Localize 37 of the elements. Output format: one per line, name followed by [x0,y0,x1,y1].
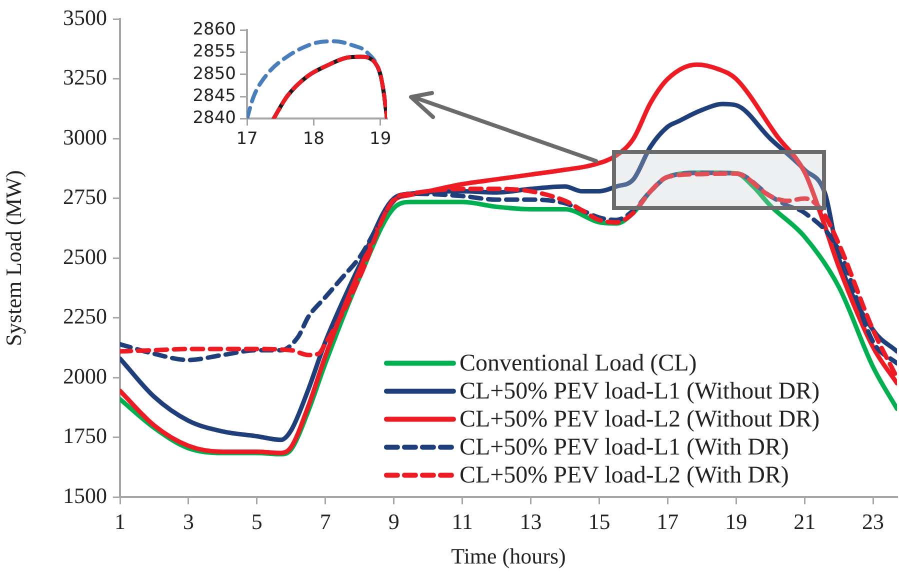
y-tick-label: 2500 [63,244,107,269]
line-series [272,54,387,119]
y-tick-label: 1500 [63,482,107,508]
legend-label: Conventional Load (CL) [459,350,697,376]
x-tick-label: 9 [388,509,400,534]
x-tick-label: 3 [182,509,194,534]
y-tick-label: 2860 [192,20,236,40]
x-tick-label: 18 [302,129,324,150]
y-axis-title: System Load (MW) [0,170,26,346]
legend-label: CL+50% PEV load-L2 (Without DR) [459,406,820,432]
x-tick-label: 11 [452,509,473,534]
x-tick-label: 7 [320,509,331,534]
y-tick-label: 2855 [192,42,236,62]
x-tick-label: 21 [794,509,816,534]
x-tick-label: 19 [725,509,748,534]
x-tick-label: 5 [251,509,262,534]
legend-label: CL+50% PEV load-L1 (Without DR) [459,378,820,404]
y-tick-label: 2000 [63,363,107,388]
x-tick-label: 17 [236,129,258,150]
x-tick-label: 19 [370,129,392,150]
y-tick-label: 3500 [63,4,107,30]
x-axis-title: Time (hours) [451,544,566,569]
x-tick-label: 17 [656,509,679,534]
y-tick-label: 1750 [63,423,107,448]
x-tick-label: 1 [114,509,126,534]
y-tick-label: 3000 [63,124,107,150]
x-tick-label: 13 [520,509,542,534]
y-tick-label: 2845 [192,86,236,106]
legend-label: CL+50% PEV load-L2 (With DR) [459,462,789,488]
y-tick-label: 2850 [192,64,236,84]
y-tick-label: 2250 [63,304,107,329]
x-tick-label: 15 [588,509,610,534]
x-tick-label: 23 [862,509,884,534]
legend-label: CL+50% PEV load-L1 (With DR) [459,434,789,460]
y-tick-label: 3250 [63,64,107,90]
y-tick-label: 2750 [63,184,107,210]
y-tick-label: 2840 [192,108,236,128]
